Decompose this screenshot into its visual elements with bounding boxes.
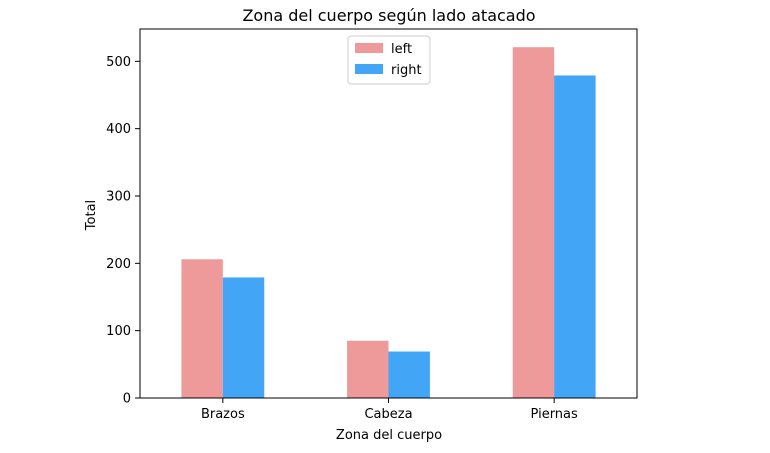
bar-right-piernas bbox=[554, 75, 596, 399]
y-tick-label: 200 bbox=[106, 257, 131, 272]
x-tick-label: Cabeza bbox=[364, 407, 412, 422]
bar-left-cabeza bbox=[347, 340, 389, 398]
chart-title: Zona del cuerpo según lado atacado bbox=[242, 6, 535, 25]
bars bbox=[181, 47, 596, 399]
y-axis: 0 100 200 300 400 500 bbox=[106, 55, 140, 407]
legend-swatch-right bbox=[355, 64, 383, 74]
legend-swatch-left bbox=[355, 43, 383, 53]
legend-label-right: right bbox=[391, 63, 422, 78]
y-axis-label: Total bbox=[84, 200, 99, 231]
x-axis: Brazos Cabeza Piernas bbox=[201, 398, 578, 422]
y-tick-label: 0 bbox=[123, 392, 131, 407]
bar-left-brazos bbox=[181, 259, 223, 398]
bar-right-cabeza bbox=[388, 351, 430, 398]
legend: left right bbox=[347, 35, 431, 85]
bar-left-piernas bbox=[512, 47, 555, 398]
x-tick-label: Piernas bbox=[531, 407, 578, 422]
legend-label-left: left bbox=[391, 42, 412, 57]
x-axis-label: Zona del cuerpo bbox=[336, 428, 442, 443]
bar-right-brazos bbox=[222, 277, 265, 398]
x-tick-label: Brazos bbox=[201, 407, 245, 422]
y-tick-label: 500 bbox=[106, 55, 131, 70]
y-tick-label: 100 bbox=[106, 324, 131, 339]
y-tick-label: 300 bbox=[106, 189, 131, 204]
y-tick-label: 400 bbox=[106, 122, 131, 137]
